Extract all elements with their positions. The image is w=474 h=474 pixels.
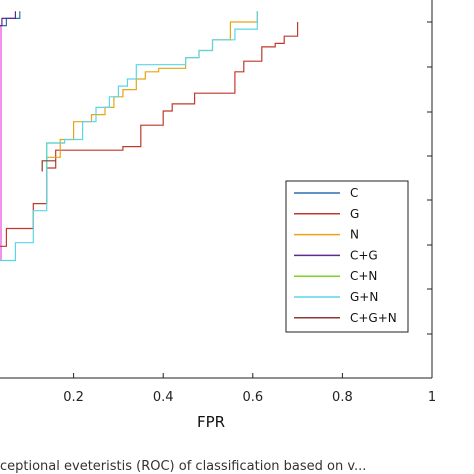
y-axis-ticks — [427, 21, 432, 335]
figure-caption: ceptional eveteristis (ROC) of classific… — [0, 459, 367, 474]
legend-label: G+N — [350, 290, 378, 304]
roc-curves — [0, 11, 299, 262]
x-tick-label: 0.6 — [242, 390, 263, 405]
x-tick-label: 0.8 — [332, 390, 353, 405]
legend-label: C+N — [350, 269, 377, 283]
x-tick-label: 0.2 — [63, 390, 84, 405]
legend-label: C — [350, 186, 358, 200]
legend: CGN C+G C+N G+N C+G+N — [285, 180, 409, 333]
legend-label: N — [350, 228, 359, 242]
series-line-c-g-n — [41, 160, 56, 172]
x-axis-title: FPR — [197, 413, 225, 431]
legend-label: C+G — [350, 248, 378, 262]
x-axis-ticks: 0.2 0.4 0.6 0.8 1 — [63, 373, 436, 405]
legend-box — [285, 180, 409, 333]
series-line-g — [0, 22, 299, 247]
x-tick-label: 1 — [428, 390, 436, 405]
series-line-c-g — [0, 11, 16, 27]
legend-label: C+G+N — [350, 311, 397, 325]
series-line-n — [46, 11, 258, 172]
legend-label: G — [350, 207, 359, 221]
series-line-g-n — [0, 11, 258, 262]
x-tick-label: 0.4 — [153, 390, 174, 405]
